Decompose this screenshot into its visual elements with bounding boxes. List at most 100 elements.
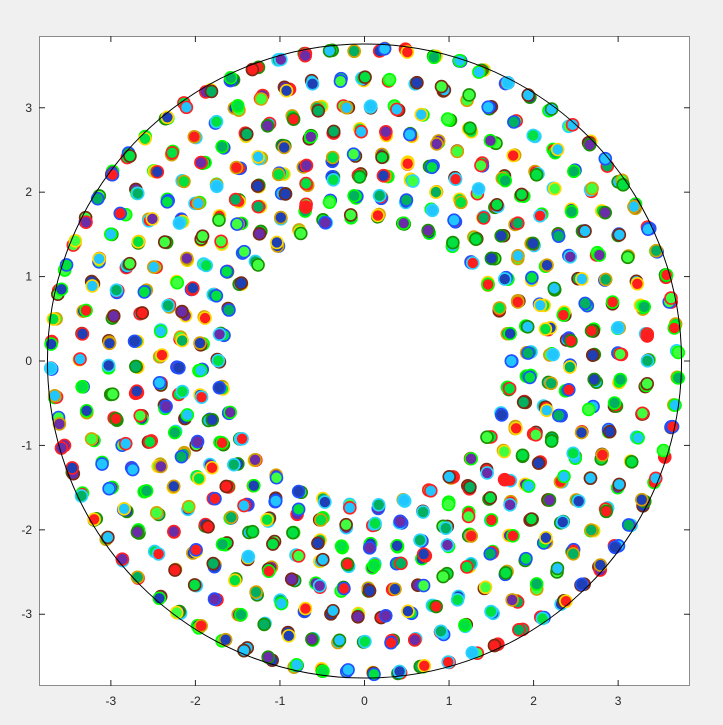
- y-tick-label: -3: [21, 607, 32, 621]
- scatter-point: [219, 264, 234, 279]
- scatter-point: [567, 164, 581, 179]
- scatter-point: [347, 44, 361, 58]
- scatter-point: [414, 107, 429, 122]
- scatter-point: [234, 607, 248, 622]
- scatter-point: [109, 411, 123, 426]
- scatter-point: [458, 618, 472, 632]
- scatter-point: [237, 643, 251, 658]
- scatter-point: [152, 376, 167, 390]
- scatter-point: [571, 494, 586, 508]
- scatter-point: [552, 408, 566, 423]
- scatter-point: [376, 168, 391, 183]
- scatter-point: [187, 578, 202, 592]
- scatter-point: [581, 402, 596, 417]
- x-tick-label: 3: [615, 694, 622, 708]
- scatter-point: [539, 530, 553, 545]
- scatter-point: [511, 216, 525, 230]
- marker-layer: [43, 41, 686, 682]
- scatter-point: [367, 558, 382, 573]
- scatter-point: [504, 354, 519, 368]
- scatter-point: [352, 170, 367, 184]
- scatter-point: [245, 524, 260, 539]
- scatter-point: [127, 334, 142, 349]
- scatter-point: [585, 181, 599, 196]
- scatter-point: [160, 195, 175, 209]
- scatter-point: [249, 585, 263, 599]
- scatter-point: [441, 655, 455, 669]
- scatter-point: [436, 569, 450, 584]
- scatter-point: [490, 197, 504, 212]
- scatter-point: [52, 417, 67, 431]
- scatter-point: [440, 112, 455, 126]
- scatter-point: [494, 229, 508, 243]
- scatter-point: [446, 235, 460, 250]
- scatter-point: [441, 497, 456, 512]
- scatter-point: [193, 363, 208, 378]
- scatter-point: [582, 137, 597, 152]
- scatter-point: [47, 388, 62, 403]
- scatter-point: [358, 634, 372, 649]
- scatter-point: [465, 256, 480, 270]
- scatter-point: [270, 235, 284, 250]
- scatter-point: [174, 449, 189, 464]
- scatter-point: [540, 258, 554, 273]
- scatter-point: [145, 212, 160, 226]
- scatter-point: [598, 272, 613, 287]
- scatter-point: [212, 327, 227, 342]
- scatter-point: [170, 275, 185, 290]
- scatter-point: [578, 224, 592, 238]
- scatter-point: [186, 281, 200, 295]
- scatter-point: [274, 596, 289, 611]
- scatter-point: [113, 206, 128, 221]
- scatter-point: [181, 499, 196, 514]
- scatter-point: [524, 512, 539, 526]
- scatter-point: [311, 104, 326, 118]
- scatter-point: [247, 478, 261, 493]
- scatter-point: [515, 448, 530, 463]
- scatter-point: [519, 551, 533, 566]
- scatter-point: [206, 556, 221, 571]
- scatter-point: [273, 210, 288, 225]
- scatter-point: [193, 336, 207, 350]
- scatter-point: [339, 517, 353, 532]
- scatter-point: [228, 192, 243, 207]
- scatter-point: [284, 572, 299, 586]
- scatter-point: [166, 479, 181, 494]
- scatter-point: [155, 348, 169, 362]
- scatter-point: [318, 215, 333, 230]
- scatter-point: [429, 185, 443, 199]
- scatter-point: [95, 457, 109, 471]
- scatter-point: [214, 234, 228, 249]
- scatter-point: [585, 348, 600, 362]
- scatter-point: [384, 635, 398, 650]
- scatter-point: [371, 208, 385, 223]
- scatter-point: [563, 360, 577, 374]
- scatter-point: [322, 43, 337, 58]
- scatter-point: [79, 403, 94, 418]
- scatter-point: [599, 504, 614, 519]
- scatter-point: [187, 130, 202, 144]
- scatter-point: [234, 276, 249, 290]
- scatter-point: [237, 498, 251, 513]
- scatter-point: [608, 540, 622, 555]
- y-axis: -3 -2 -1 0 1 2 3: [21, 101, 690, 621]
- scatter-point: [392, 664, 407, 679]
- scatter-point: [512, 622, 526, 637]
- scatter-point: [194, 390, 209, 404]
- scatter-point: [403, 127, 417, 142]
- scatter-point: [153, 324, 168, 339]
- scatter-point: [547, 281, 562, 296]
- scatter-point: [630, 277, 645, 291]
- scatter-point: [305, 77, 320, 91]
- scatter-point: [425, 160, 439, 175]
- scatter-point: [429, 599, 443, 614]
- scatter-point: [461, 509, 476, 524]
- scatter-point: [592, 248, 607, 262]
- scatter-point: [212, 213, 226, 227]
- scatter-point: [401, 604, 415, 618]
- scatter-point: [215, 537, 230, 552]
- scatter-point: [362, 541, 377, 555]
- scatter-point: [314, 513, 328, 527]
- scatter-point: [104, 227, 118, 241]
- scatter-point: [354, 124, 368, 139]
